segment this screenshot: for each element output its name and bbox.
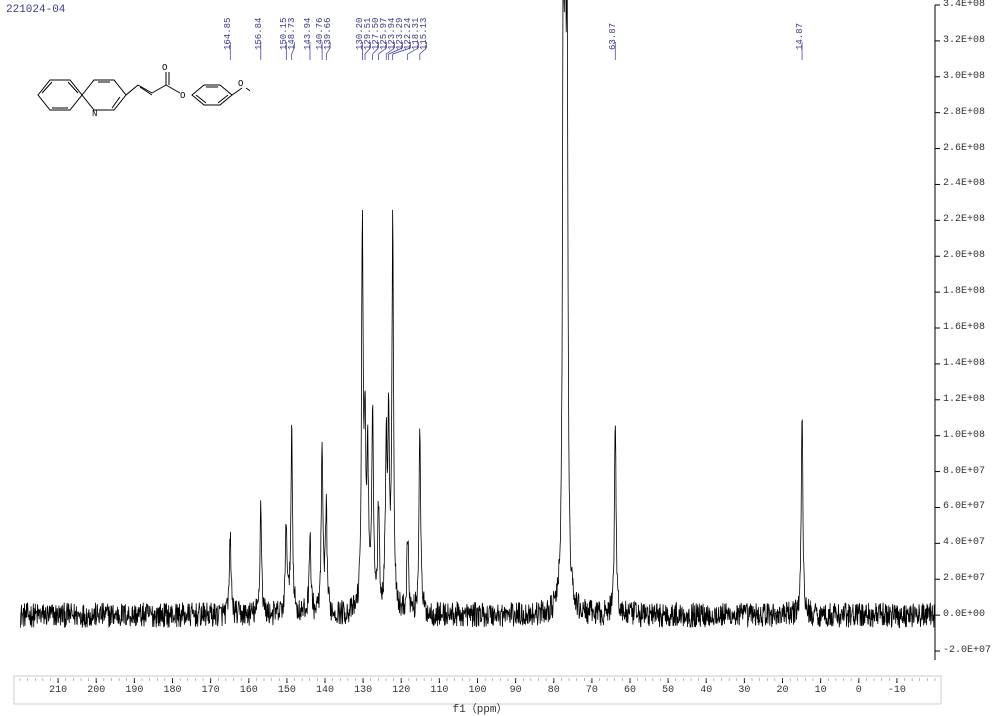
x-tick-label: 130 [354, 685, 372, 696]
y-tick-label: 1.8E+08 [943, 286, 985, 297]
x-tick-label: 160 [240, 685, 258, 696]
y-tick-label: 3.0E+08 [943, 71, 985, 82]
x-tick-label: 150 [278, 685, 296, 696]
x-tick-label: 20 [776, 685, 788, 696]
peak-label: 148.73 [287, 18, 297, 50]
y-tick-label: 8.0E+07 [943, 466, 985, 477]
x-tick-label: 170 [202, 685, 220, 696]
peak-label: 164.85 [223, 18, 233, 50]
x-tick-label: 180 [163, 685, 181, 696]
peak-label: 156.84 [254, 18, 264, 50]
x-tick-label: 200 [87, 685, 105, 696]
x-tick-label: 0 [856, 685, 862, 696]
y-tick-label: 1.0E+08 [943, 430, 985, 441]
y-tick-label: 2.4E+08 [943, 178, 985, 189]
peak-label: 14.87 [795, 23, 805, 50]
svg-text:O: O [238, 79, 243, 89]
x-tick-label: 190 [125, 685, 143, 696]
peak-label: 115.13 [419, 18, 429, 50]
y-tick-label: 0.0E+00 [943, 609, 985, 620]
y-tick-label: 3.2E+08 [943, 35, 985, 46]
y-tick-label: 1.2E+08 [943, 394, 985, 405]
x-tick-label: 70 [586, 685, 598, 696]
y-tick-label: 1.4E+08 [943, 358, 985, 369]
y-tick-label: 2.0E+08 [943, 250, 985, 261]
svg-text:O: O [180, 91, 185, 101]
y-tick-label: 3.4E+08 [943, 0, 985, 10]
y-tick-label: 1.6E+08 [943, 322, 985, 333]
x-tick-label: 50 [662, 685, 674, 696]
y-tick-label: 2.6E+08 [943, 143, 985, 154]
svg-text:N: N [92, 109, 97, 119]
x-tick-label: 10 [815, 685, 827, 696]
x-tick-label: -10 [888, 685, 906, 696]
y-tick-label: 2.0E+07 [943, 573, 985, 584]
y-tick-label: 2.8E+08 [943, 107, 985, 118]
y-tick-label: 2.2E+08 [943, 214, 985, 225]
svg-text:O: O [162, 63, 167, 73]
peak-label: 139.66 [323, 18, 333, 50]
y-tick-label: 6.0E+07 [943, 501, 985, 512]
x-tick-label: 30 [738, 685, 750, 696]
x-tick-label: 60 [624, 685, 636, 696]
x-tick-label: 80 [548, 685, 560, 696]
x-tick-label: 110 [430, 685, 448, 696]
x-tick-label: 100 [468, 685, 486, 696]
peak-label: 63.87 [608, 23, 618, 50]
x-tick-label: 90 [510, 685, 522, 696]
peak-label: 143.94 [303, 18, 313, 50]
y-tick-label: 4.0E+07 [943, 537, 985, 548]
x-tick-label: 120 [392, 685, 410, 696]
molecular-structure: N O O O [20, 40, 250, 150]
x-tick-label: 140 [316, 685, 334, 696]
y-tick-label: -2.0E+07 [943, 645, 991, 656]
x-tick-label: 210 [49, 685, 67, 696]
x-tick-label: 40 [700, 685, 712, 696]
x-axis-label: f1（ppm） [453, 700, 508, 716]
